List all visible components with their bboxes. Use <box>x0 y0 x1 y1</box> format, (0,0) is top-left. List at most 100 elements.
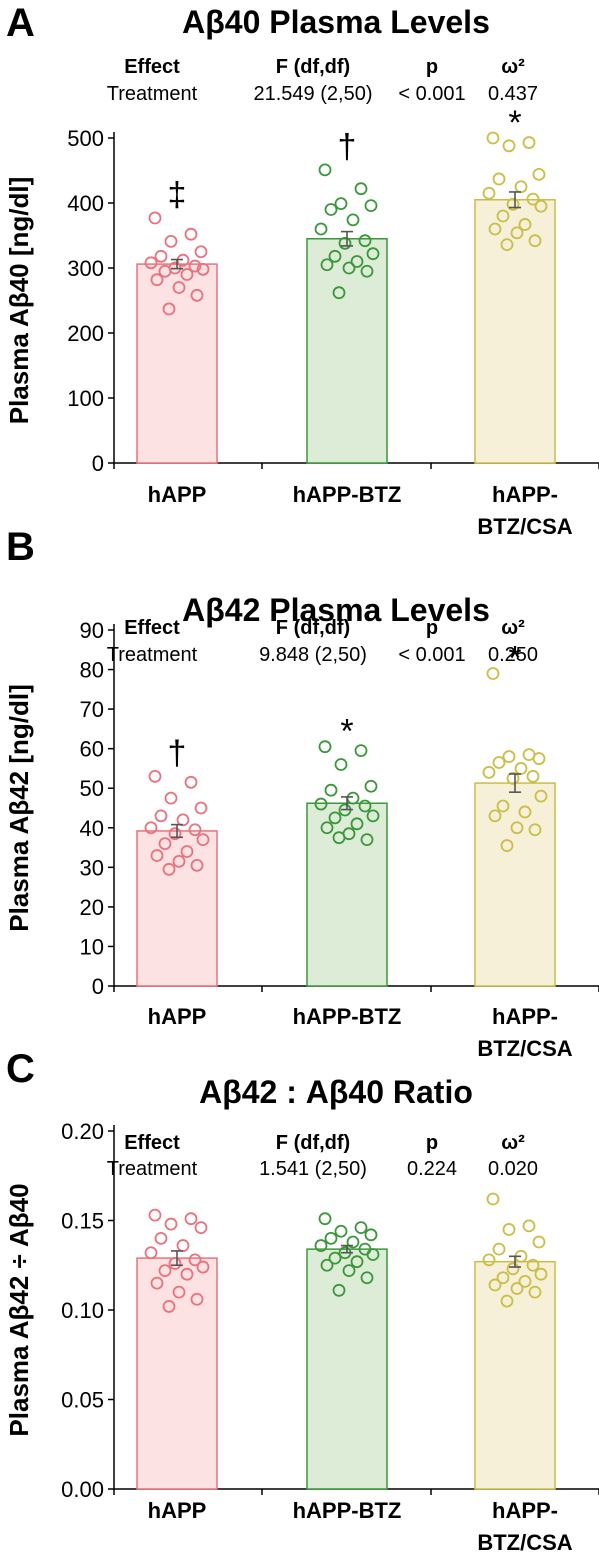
data-point <box>176 813 190 827</box>
data-point <box>196 1260 210 1274</box>
data-point <box>150 849 164 862</box>
significance-marker: * <box>340 713 353 751</box>
data-point <box>500 839 514 852</box>
data-point <box>522 1219 536 1233</box>
data-point <box>176 1239 190 1252</box>
data-point <box>180 268 194 281</box>
bar-happ <box>136 1257 218 1490</box>
stats-value: Treatment <box>107 1158 198 1180</box>
data-point <box>194 245 208 259</box>
data-point <box>144 1246 158 1260</box>
data-point <box>358 799 372 813</box>
data-point <box>318 740 332 754</box>
data-point <box>150 273 164 287</box>
stats-value: < 0.001 <box>398 644 465 666</box>
significance-marker: ‡ <box>168 176 187 214</box>
data-point <box>514 180 528 194</box>
bar-happ-btz-csa <box>474 199 556 464</box>
chart-title: Aβ40 Plasma Levels <box>182 4 490 40</box>
data-point <box>500 1294 514 1308</box>
y-tick-label: 50 <box>80 776 104 801</box>
data-point <box>334 197 348 211</box>
y-axis-label: Plasma Aβ40 [ng/dl] <box>4 177 34 425</box>
stats-header: Effect <box>124 617 180 639</box>
x-category-label: BTZ/CSA <box>477 1036 572 1061</box>
x-category-label: hAPP <box>148 1004 207 1029</box>
y-axis-label: Plasma Aβ42 ÷ Aβ40 <box>4 1183 34 1436</box>
y-tick-label: 20 <box>80 895 104 920</box>
chart-title: Aβ42 : Aβ40 Ratio <box>199 1074 473 1110</box>
data-point <box>366 809 380 823</box>
data-point <box>184 227 198 241</box>
data-point <box>180 1267 194 1281</box>
data-point <box>506 1262 520 1276</box>
significance-marker: * <box>508 104 521 142</box>
data-point <box>168 1257 182 1270</box>
data-point <box>148 769 162 783</box>
bar-happ-btz-csa <box>474 1260 556 1490</box>
data-point <box>158 837 172 850</box>
data-point <box>488 809 502 823</box>
y-tick-label: 500 <box>67 126 104 151</box>
bar-happ <box>136 830 218 987</box>
stats-value: 1.541 (2,50) <box>259 1158 367 1180</box>
stats-header: ω² <box>501 56 525 78</box>
data-point <box>518 805 532 819</box>
data-point <box>328 811 342 825</box>
data-point <box>190 1292 204 1306</box>
data-point <box>164 791 178 805</box>
data-point <box>526 769 540 783</box>
data-point <box>360 1271 374 1285</box>
x-category-label: hAPP- <box>492 1498 558 1523</box>
data-point <box>346 213 360 227</box>
panel-letter: A <box>6 1 35 45</box>
data-point <box>158 264 172 278</box>
data-point <box>172 855 186 868</box>
y-tick-label: 80 <box>80 658 104 683</box>
data-point <box>338 236 352 250</box>
data-point <box>332 831 346 845</box>
stats-value: Treatment <box>107 644 198 666</box>
data-point <box>534 199 548 213</box>
data-point <box>510 226 524 240</box>
data-point <box>184 1212 198 1226</box>
data-point <box>354 744 368 758</box>
stats-value: 0.020 <box>488 1158 538 1180</box>
data-point <box>528 1285 542 1299</box>
data-point <box>496 799 510 813</box>
error-bar <box>509 1255 521 1268</box>
data-point <box>154 809 168 823</box>
x-category-label: BTZ/CSA <box>477 514 572 539</box>
stats-header: ω² <box>501 617 525 639</box>
data-point <box>532 752 546 765</box>
error-bar <box>171 823 183 839</box>
error-bar <box>341 796 353 811</box>
stats-value: 0.437 <box>488 83 538 105</box>
data-point <box>158 1264 172 1278</box>
data-point <box>528 234 542 248</box>
data-point <box>334 758 348 771</box>
y-tick-label: 300 <box>67 256 104 281</box>
data-point <box>366 1248 380 1261</box>
y-tick-label: 10 <box>80 934 104 959</box>
data-point <box>492 756 506 769</box>
data-point <box>506 197 520 211</box>
y-tick-label: 100 <box>67 386 104 411</box>
data-point <box>188 1253 202 1267</box>
bar-happ-btz-csa <box>474 782 556 987</box>
data-point <box>328 1251 342 1265</box>
bar-happ <box>136 263 218 464</box>
data-point <box>314 222 328 236</box>
data-point <box>534 1267 548 1281</box>
data-point <box>526 1258 540 1272</box>
data-point <box>324 1232 338 1245</box>
data-point <box>342 1264 356 1278</box>
stats-header: p <box>426 1132 438 1154</box>
data-point <box>150 1276 164 1290</box>
data-point <box>168 827 182 841</box>
y-tick-label: 0 <box>92 451 104 476</box>
data-point <box>532 1235 546 1249</box>
x-category-label: hAPP- <box>492 1004 558 1029</box>
